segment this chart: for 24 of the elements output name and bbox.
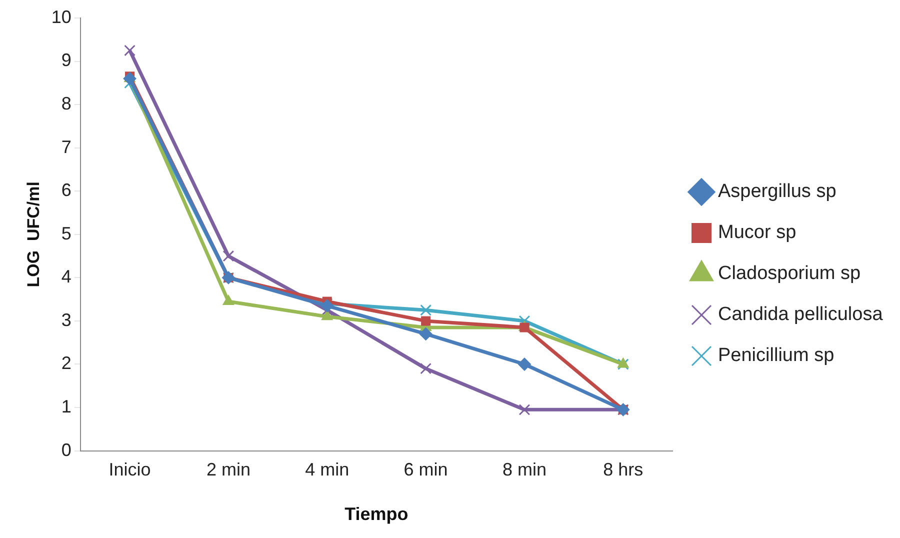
y-tick-label: 0: [61, 440, 72, 460]
legend-label: Cladosporium sp: [718, 263, 861, 284]
legend-label: Mucor sp: [718, 222, 796, 244]
x-tick-label: 8 min: [502, 460, 546, 480]
y-tick-label: 1: [61, 396, 72, 416]
y-tick-label: 2: [61, 353, 72, 374]
y-tick-label: 10: [51, 6, 72, 27]
y-tick-label: 7: [61, 136, 72, 157]
y-tick-label: 6: [61, 180, 72, 200]
x-tick-label: 4 min: [305, 460, 350, 480]
x-tick-label: 6 min: [404, 460, 448, 480]
x-tick-label: 2 min: [206, 460, 250, 480]
y-tick-label: 4: [61, 266, 72, 287]
legend-label: Aspergillus sp: [718, 181, 836, 202]
legend-label: Penicillium sp: [718, 345, 834, 366]
y-tick-label: 3: [61, 310, 72, 330]
y-tick-label: 9: [61, 50, 72, 70]
x-axis-title: Tiempo: [344, 504, 408, 524]
legend-label: Candida pelliculosa: [718, 304, 884, 326]
y-tick-label: 8: [61, 94, 72, 114]
y-tick-label: 5: [61, 223, 72, 244]
x-tick-label: 8 hrs: [603, 460, 644, 480]
y-axis-title: LOG UFC/ml: [24, 182, 43, 288]
x-tick-label: Inicio: [108, 460, 151, 480]
